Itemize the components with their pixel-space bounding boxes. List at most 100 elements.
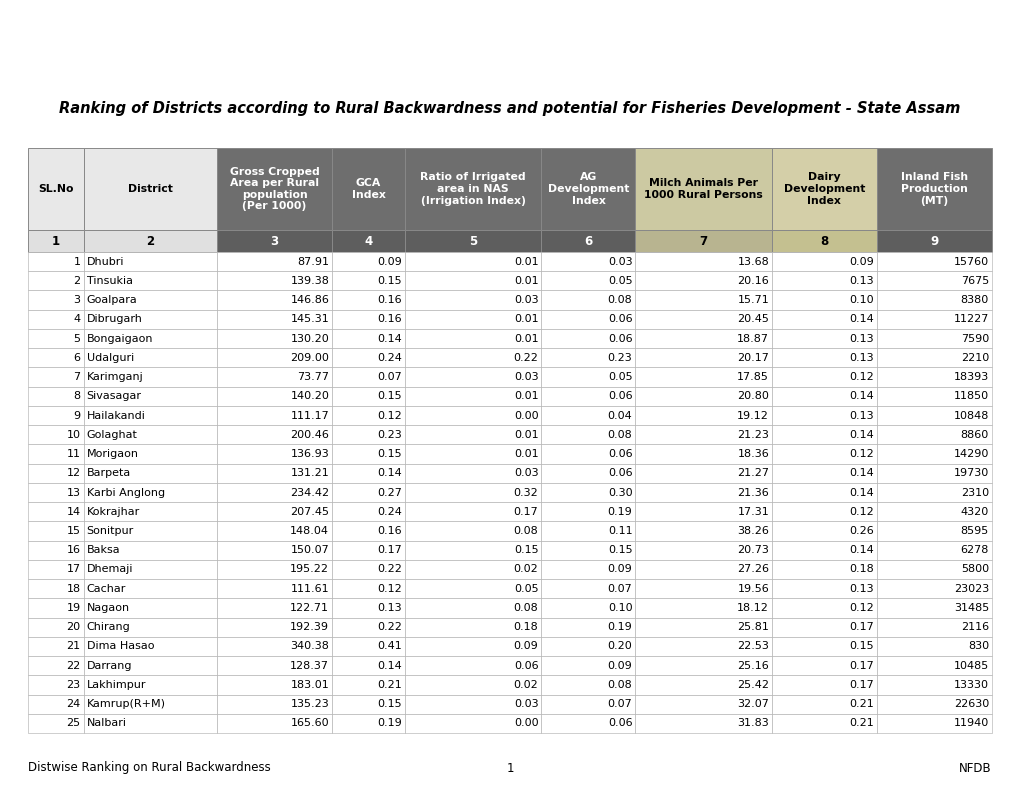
Text: 7: 7 [73,372,81,382]
Text: 0.14: 0.14 [848,392,873,401]
Bar [635,291,771,310]
Bar [28,291,84,310]
Bar [635,579,771,598]
Bar [541,579,635,598]
Bar [405,637,541,656]
Bar [84,444,217,463]
Bar [84,329,217,348]
Bar [771,637,876,656]
Text: Karimganj: Karimganj [87,372,143,382]
Text: 38.26: 38.26 [737,526,768,536]
Text: 0.20: 0.20 [607,641,632,652]
Bar [332,444,405,463]
Bar [84,694,217,714]
Text: Chirang: Chirang [87,623,130,632]
Text: Kamrup(R+M): Kamrup(R+M) [87,699,165,709]
Text: 0.01: 0.01 [514,333,538,344]
Text: 21.36: 21.36 [737,488,768,497]
Bar [332,387,405,406]
Text: 0.05: 0.05 [607,276,632,286]
Text: Cachar: Cachar [87,584,125,593]
Bar [771,271,876,291]
Bar [28,483,84,502]
Bar [876,579,991,598]
Bar [876,714,991,733]
Bar [217,656,332,675]
Text: 13.68: 13.68 [737,257,768,266]
Bar [771,675,876,694]
Text: 25.16: 25.16 [737,660,768,671]
Bar [28,598,84,618]
Bar [771,694,876,714]
Text: 0.23: 0.23 [377,429,401,440]
Text: SL.No: SL.No [38,184,73,194]
Bar [217,559,332,579]
Text: 10848: 10848 [953,411,988,421]
Bar [405,463,541,483]
Bar [771,579,876,598]
Bar [217,444,332,463]
Bar [635,598,771,618]
Text: 10485: 10485 [953,660,988,671]
Text: Baksa: Baksa [87,545,120,556]
Text: 0.02: 0.02 [514,564,538,574]
Bar [635,502,771,522]
Bar [876,406,991,426]
Bar [876,387,991,406]
Bar [217,579,332,598]
Text: 0.08: 0.08 [514,526,538,536]
Bar [771,367,876,387]
Bar [84,522,217,541]
Bar [541,541,635,559]
Bar [771,714,876,733]
Bar [876,694,991,714]
Text: 0.12: 0.12 [377,584,401,593]
Bar [635,444,771,463]
Text: 0.07: 0.07 [377,372,401,382]
Bar [217,230,332,252]
Bar [217,714,332,733]
Bar [332,291,405,310]
Text: 192.39: 192.39 [290,623,329,632]
Bar [771,252,876,271]
Text: 0.13: 0.13 [848,584,873,593]
Text: 16: 16 [66,545,81,556]
Bar [332,637,405,656]
Bar [28,656,84,675]
Text: District: District [127,184,172,194]
Bar [771,541,876,559]
Bar [332,714,405,733]
Bar [332,367,405,387]
Text: 0.13: 0.13 [848,411,873,421]
Text: 0.13: 0.13 [848,333,873,344]
Bar [28,579,84,598]
Text: 10: 10 [66,429,81,440]
Bar [405,656,541,675]
Bar [541,310,635,329]
Bar [405,230,541,252]
Text: 19730: 19730 [953,468,988,478]
Bar [541,502,635,522]
Text: 0.24: 0.24 [377,507,401,517]
Text: 1: 1 [505,761,514,775]
Bar [28,694,84,714]
Text: 0.06: 0.06 [607,719,632,728]
Bar [635,148,771,230]
Bar [541,656,635,675]
Bar [876,637,991,656]
Text: 32.07: 32.07 [737,699,768,709]
Text: 0.09: 0.09 [607,660,632,671]
Bar [635,348,771,367]
Text: 0.22: 0.22 [377,564,401,574]
Bar [84,618,217,637]
Bar [541,367,635,387]
Text: 0.15: 0.15 [377,276,401,286]
Bar [405,406,541,426]
Text: 0.09: 0.09 [377,257,401,266]
Text: 0.18: 0.18 [848,564,873,574]
Text: 0.03: 0.03 [607,257,632,266]
Bar [84,502,217,522]
Text: 0.08: 0.08 [514,603,538,613]
Text: Morigaon: Morigaon [87,449,139,459]
Text: 11: 11 [66,449,81,459]
